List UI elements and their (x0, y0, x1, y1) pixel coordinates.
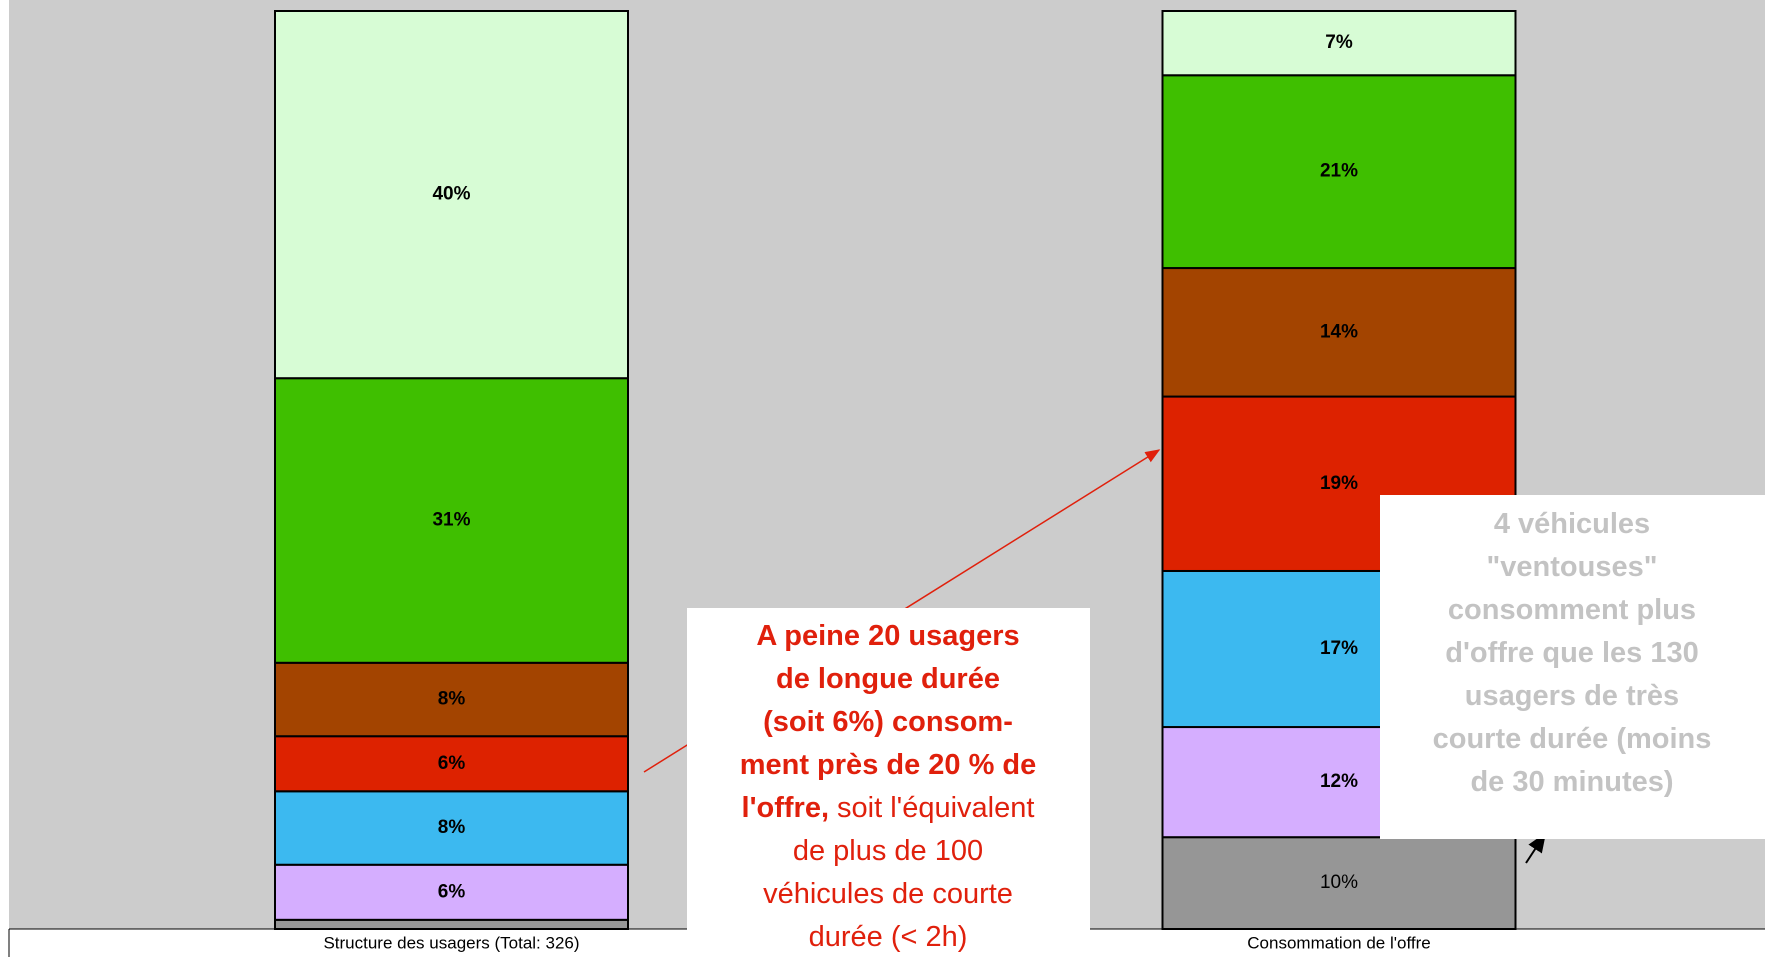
data-label: 12% (1320, 771, 1358, 792)
annotation-text: 4 véhicules (1494, 508, 1650, 540)
annotation-text: de plus de 100 (793, 835, 983, 867)
annotation-text: de 30 minutes) (1470, 766, 1673, 798)
annotation-text: durée (< 2h) (809, 921, 968, 953)
data-label: 17% (1320, 638, 1358, 659)
annotation-segment: consomment plus (1448, 594, 1696, 626)
annotation-segment: de plus de 100 (793, 835, 983, 867)
annotation-text: "ventouses" (1487, 551, 1658, 583)
annotation-text: consomment plus (1448, 594, 1696, 626)
annotation-text: (soit 6%) consom- (763, 706, 1013, 738)
bar-segment (274, 377, 629, 664)
annotation-segment: de 30 minutes) (1470, 766, 1673, 798)
annotation-box (1380, 495, 1765, 839)
annotation-segment: véhicules de courte (763, 878, 1013, 910)
annotation-segment: 4 véhicules (1494, 508, 1650, 540)
data-label: 19% (1320, 473, 1358, 494)
annotation-text: courte durée (moins (1433, 723, 1712, 755)
annotation-segment: l'offre, (742, 792, 829, 824)
bar-segment (1161, 267, 1517, 398)
annotation-text: d'offre que les 130 (1445, 637, 1698, 669)
annotation-text: ment près de 20 % de (740, 749, 1037, 781)
annotation-text: véhicules de courte (763, 878, 1013, 910)
annotation-text: de longue durée (776, 663, 1000, 695)
data-label: 7% (1325, 32, 1353, 53)
annotation-text: usagers de très (1465, 680, 1679, 712)
annotation-box (687, 608, 1090, 957)
annotation-segment: A peine 20 usagers (756, 620, 1019, 652)
data-label: 10% (1320, 872, 1358, 893)
data-label: 40% (432, 184, 470, 205)
bar-segment (1161, 836, 1517, 931)
annotation-text: l'offre, soit l'équivalent (742, 792, 1035, 824)
data-label: 14% (1320, 321, 1358, 342)
bar-segment (274, 918, 629, 931)
x-tick-label: Structure des usagers (Total: 326) (323, 933, 579, 952)
data-label: 8% (438, 689, 466, 710)
x-tick-label: Consommation de l'offre (1247, 933, 1430, 952)
bar-segment (274, 10, 629, 380)
annotation-segment: ment près de 20 % de (740, 749, 1037, 781)
bar-segment (274, 863, 629, 921)
bar-segment (274, 790, 629, 866)
annotation-segment: d'offre que les 130 (1445, 637, 1698, 669)
data-label: 21% (1320, 161, 1358, 182)
annotation-segment: (soit 6%) consom- (763, 706, 1013, 738)
annotation-segment: "ventouses" (1487, 551, 1658, 583)
annotation-segment: soit l'équivalent (829, 792, 1034, 824)
bar-segment (1161, 74, 1517, 270)
annotation-text: A peine 20 usagers (756, 620, 1019, 652)
annotation-segment: de longue durée (776, 663, 1000, 695)
annotation-segment: courte durée (moins (1433, 723, 1712, 755)
annotation-segment: usagers de très (1465, 680, 1679, 712)
data-label: 8% (438, 817, 466, 838)
annotation-segment: durée (< 2h) (809, 921, 968, 953)
data-label: 6% (438, 753, 466, 774)
data-label: 31% (432, 510, 470, 531)
data-label: 6% (438, 881, 466, 902)
bar-segment (1161, 10, 1517, 77)
